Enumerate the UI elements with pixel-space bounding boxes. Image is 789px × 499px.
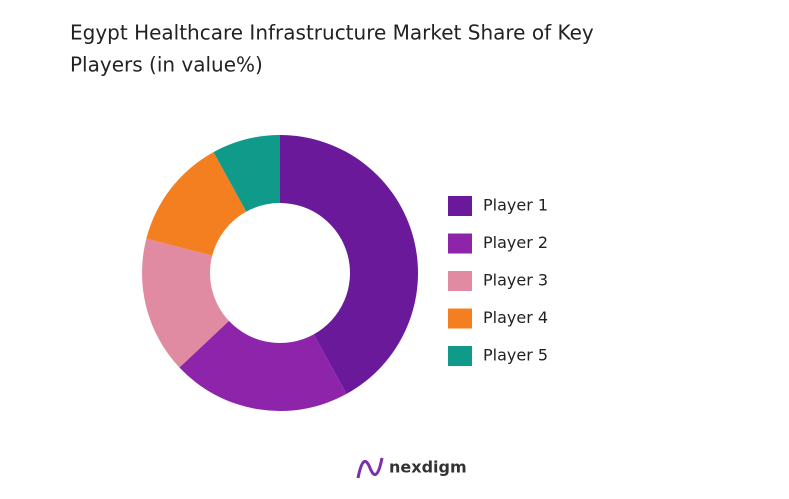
legend-label: Player 3 — [483, 271, 548, 290]
donut-slice — [280, 135, 418, 394]
donut-slice — [213, 135, 280, 212]
chart-title: Egypt Healthcare Infrastructure Market S… — [70, 21, 594, 45]
donut-slice — [179, 320, 347, 411]
legend-swatch — [448, 233, 472, 254]
legend-label: Player 2 — [483, 233, 548, 252]
legend-label: Player 4 — [483, 308, 548, 327]
legend-label: Player 5 — [483, 346, 548, 365]
legend-swatch — [448, 271, 472, 291]
donut-slice — [146, 152, 247, 256]
legend-swatch — [448, 308, 472, 329]
logo-icon — [356, 457, 384, 479]
brand-name: nexdigm — [389, 458, 467, 477]
donut-slice — [142, 238, 229, 368]
chart-title: Players (in value%) — [70, 53, 263, 77]
legend-label: Player 1 — [483, 196, 548, 215]
logo: nexdigm — [356, 457, 467, 479]
legend-swatch — [448, 196, 472, 216]
legend-swatch — [448, 346, 472, 366]
